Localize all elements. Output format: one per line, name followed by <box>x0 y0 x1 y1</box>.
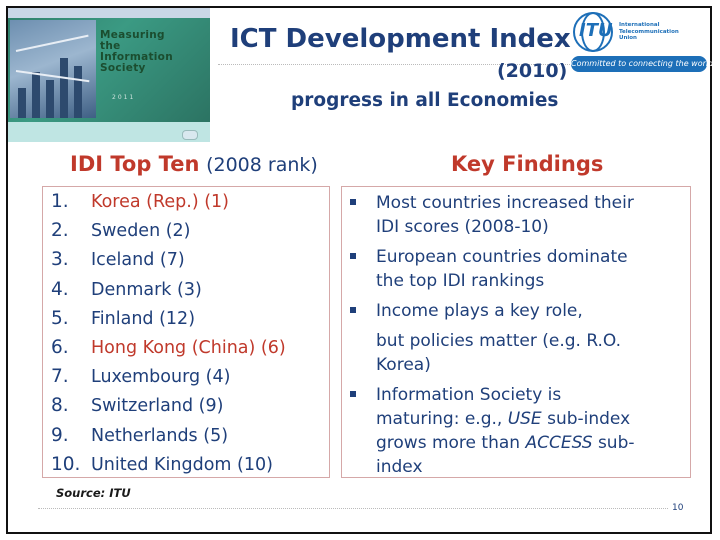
cover-bar <box>32 72 40 118</box>
top-ten-row: 3. Iceland (7) <box>51 249 185 278</box>
rank-number: 10. <box>51 453 81 475</box>
top-ten-heading: IDI Top Ten (2008 rank) <box>70 152 318 176</box>
finding-line: index <box>376 457 423 477</box>
cover-line <box>15 34 89 52</box>
country-label: Korea (Rep.) (1) <box>91 192 229 212</box>
finding-emphasis: ACCESS <box>525 433 593 453</box>
rank-number: 3. <box>51 249 69 271</box>
finding-text: Information Society is maturing: e.g., U… <box>376 383 686 479</box>
slide-title-year: (2010) <box>497 60 568 82</box>
country-label: Iceland (7) <box>91 250 185 271</box>
cover-year: 2011 <box>112 94 136 101</box>
rank-number: 8. <box>51 395 69 417</box>
country-label: Sweden (2) <box>91 221 191 242</box>
rank-number: 4. <box>51 278 69 300</box>
square-bullet-icon <box>350 307 356 313</box>
key-findings-heading: Key Findings <box>451 152 604 176</box>
key-findings-list: Most countries increased their IDI score… <box>341 186 691 478</box>
top-ten-row: 10. United Kingdom (10) <box>51 454 273 483</box>
top-ten-row: 7. Luxembourg (4) <box>51 366 230 395</box>
finding-fragment: grows more than <box>376 433 526 453</box>
country-label: Finland (12) <box>91 308 196 329</box>
top-ten-row: 2. Sweden (2) <box>51 220 191 249</box>
finding-line: but policies matter (e.g. R.O. <box>376 331 622 351</box>
finding-line: European countries dominate <box>376 247 628 267</box>
top-ten-list: 1. Korea (Rep.) (1) 2. Sweden (2) 3. Iceland … <box>42 186 330 478</box>
cover-title-line: the <box>100 40 121 52</box>
finding-line: Information Society is <box>376 385 562 405</box>
finding-line: Income plays a key role, <box>376 301 583 321</box>
itu-org-line: Union <box>619 35 637 41</box>
finding-text: European countries dominate the top IDI … <box>376 245 686 293</box>
title-divider <box>218 64 574 65</box>
slide-title: ICT Development Index <box>230 24 571 54</box>
top-ten-row: 4. Denmark (3) <box>51 279 202 308</box>
itu-logo-acronym: ITU <box>579 20 613 41</box>
report-cover-image: Measuring the Information Society 2011 <box>8 8 210 142</box>
finding-line: the top IDI rankings <box>376 271 545 291</box>
finding-line: maturing: e.g., USE sub-index <box>376 407 686 431</box>
square-bullet-icon <box>350 391 356 397</box>
finding-text: Income plays a key role, but policies ma… <box>376 299 686 377</box>
top-ten-heading-label: IDI Top Ten <box>70 152 200 176</box>
finding-emphasis: USE <box>507 409 542 429</box>
country-label: Luxembourg (4) <box>91 367 231 388</box>
globe-icon <box>573 12 613 52</box>
top-ten-row: 8. Switzerland (9) <box>51 395 223 424</box>
finding-fragment: maturing: e.g., <box>376 409 508 429</box>
slide-frame <box>6 6 712 534</box>
cover-title-line: Measuring <box>100 29 165 41</box>
country-label: Netherlands (5) <box>91 425 229 446</box>
top-ten-row: 1. Korea (Rep.) (1) <box>51 191 229 220</box>
rank-number: 7. <box>51 366 69 388</box>
finding-line: Most countries increased their <box>376 193 634 213</box>
country-label: United Kingdom (10) <box>91 454 273 475</box>
cover-title-line: Information <box>100 51 173 63</box>
top-ten-heading-note: (2008 rank) <box>206 154 318 176</box>
top-ten-row: 5. Finland (12) <box>51 308 195 337</box>
cover-header-stripe <box>8 8 210 18</box>
itu-logo: ITU International Telecommunication Unio… <box>569 8 713 74</box>
square-bullet-icon <box>350 253 356 259</box>
square-bullet-icon <box>350 199 356 205</box>
cover-title-line: Society <box>100 62 146 74</box>
country-label: Denmark (3) <box>91 279 202 300</box>
country-label: Switzerland (9) <box>91 396 224 417</box>
cover-photo <box>10 20 96 118</box>
itu-logo-org-name: International Telecommunication Union <box>619 22 679 42</box>
rank-number: 6. <box>51 337 69 358</box>
page-number: 10 <box>672 503 684 513</box>
finding-line: Korea) <box>376 355 431 375</box>
cover-badge-icon <box>182 130 198 140</box>
source-note: Source: ITU <box>56 486 131 500</box>
cover-bar <box>60 58 68 118</box>
itu-org-line: International <box>619 22 660 28</box>
cover-bar <box>46 80 54 118</box>
rank-number: 1. <box>51 191 69 212</box>
itu-logo-motto: Committed to connecting the world <box>571 56 713 72</box>
footer-divider <box>38 508 668 509</box>
slide-subtitle: progress in all Economies <box>291 90 559 111</box>
top-ten-row: 6. Hong Kong (China) (6) <box>51 337 286 366</box>
cover-title: Measuring the Information Society <box>100 30 204 112</box>
finding-fragment: sub-index <box>541 409 631 429</box>
rank-number: 2. <box>51 220 69 242</box>
cover-bottom-band <box>8 122 210 142</box>
rank-number: 9. <box>51 424 69 446</box>
rank-number: 5. <box>51 307 69 329</box>
finding-text: Most countries increased their IDI score… <box>376 191 686 239</box>
finding-line: grows more than ACCESS sub- <box>376 431 686 455</box>
cover-bar <box>18 88 26 118</box>
country-label: Hong Kong (China) (6) <box>91 338 286 358</box>
itu-org-line: Telecommunication <box>619 28 679 35</box>
finding-fragment: sub- <box>592 433 635 453</box>
finding-line: IDI scores (2008-10) <box>376 217 549 237</box>
cover-bar <box>74 66 82 118</box>
top-ten-row: 9. Netherlands (5) <box>51 425 228 454</box>
